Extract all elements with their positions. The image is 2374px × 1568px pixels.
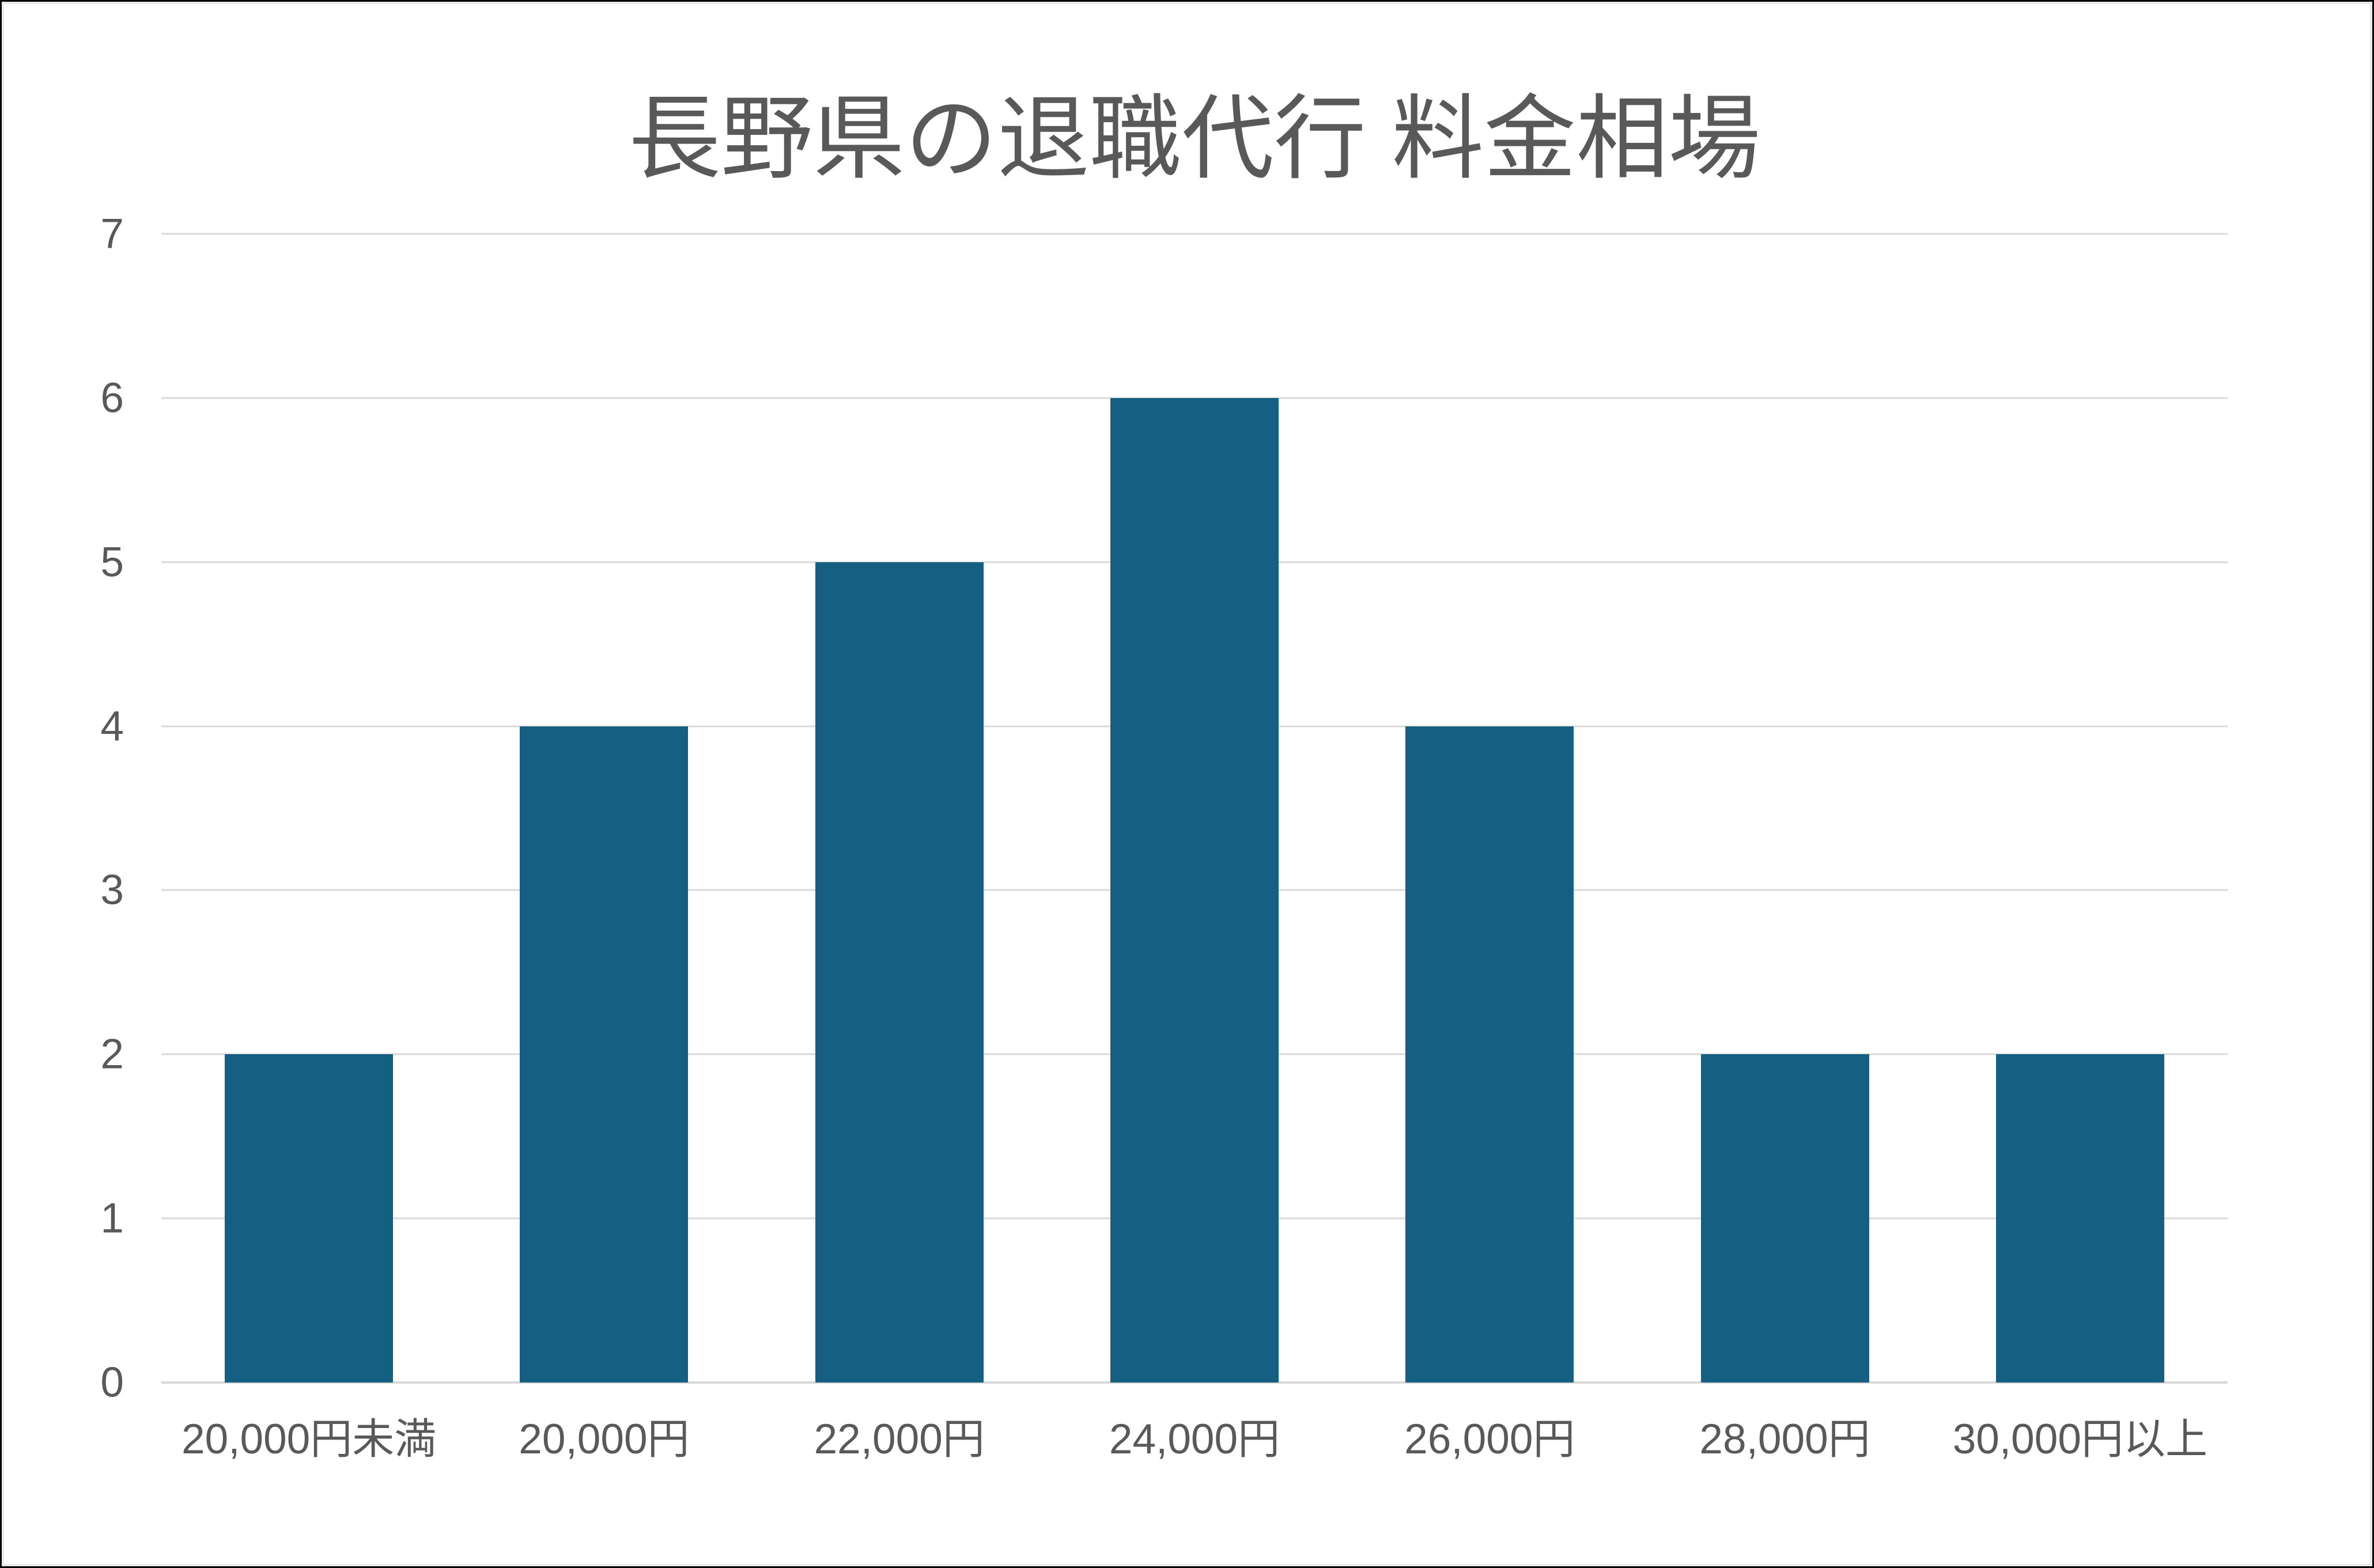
x-tick-label: 20,000円未満	[182, 1416, 437, 1463]
x-tick-label: 28,000円	[1699, 1416, 1870, 1463]
y-tick-label: 4	[100, 703, 124, 750]
y-tick-label: 0	[100, 1359, 124, 1406]
x-tick-label: 20,000円	[519, 1416, 690, 1463]
plot-area	[161, 233, 2228, 1384]
y-tick-label: 3	[100, 866, 124, 914]
bar	[1700, 1054, 1869, 1383]
x-tick-label: 30,000円以上	[1952, 1416, 2207, 1463]
x-tick-label: 22,000円	[814, 1416, 985, 1463]
y-tick-label: 6	[100, 374, 124, 422]
bar	[1110, 397, 1279, 1383]
bar	[225, 1054, 394, 1383]
y-axis-labels: 0 1 2 3 4 5 6 7	[2, 213, 124, 1404]
x-tick-label: 26,000円	[1404, 1416, 1575, 1463]
chart-title: 長野県の退職代行 料金相場	[628, 87, 1761, 190]
bar	[1995, 1054, 2164, 1383]
x-tick-label: 24,000円	[1109, 1416, 1280, 1463]
bar	[520, 726, 689, 1383]
bar	[815, 562, 984, 1383]
x-axis-labels: 20,000円未満 20,000円 22,000円 24,000円 26,000円 28,…	[161, 1414, 2228, 1489]
y-tick-label: 7	[100, 210, 124, 257]
x-axis-line	[161, 1381, 2228, 1384]
y-tick-label: 1	[100, 1195, 124, 1242]
bar	[1405, 726, 1574, 1383]
y-tick-label: 2	[100, 1031, 124, 1078]
gridline	[161, 233, 2228, 235]
y-tick-label: 5	[100, 539, 124, 586]
gridline	[161, 397, 2228, 399]
